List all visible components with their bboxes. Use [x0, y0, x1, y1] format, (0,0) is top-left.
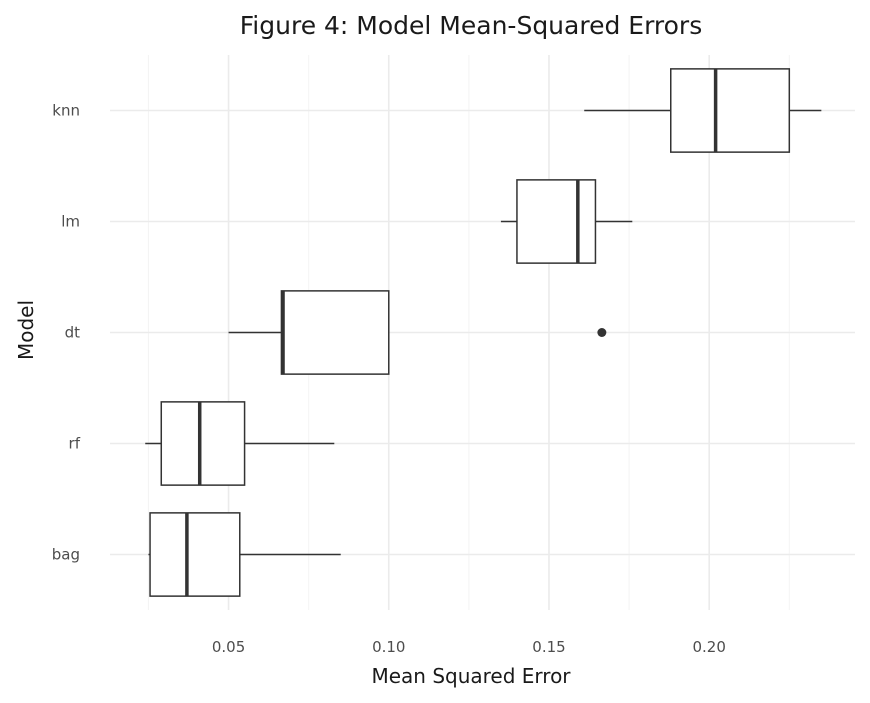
- box-iqr: [670, 68, 791, 153]
- box-knn: [584, 68, 822, 153]
- chart-title: Figure 4: Model Mean-Squared Errors: [240, 11, 703, 40]
- outlier-point: [597, 328, 607, 337]
- box-dt: [228, 290, 607, 375]
- axis-ticks: 0.05 0.10 0.15 0.20 knn lm dt rf bag: [52, 102, 726, 657]
- box-iqr: [149, 512, 241, 597]
- y-tick-label-bag: bag: [52, 546, 80, 564]
- boxes: [145, 68, 822, 597]
- box-rf: [145, 401, 335, 486]
- y-axis-title: Model: [14, 300, 38, 360]
- x-tick-label: 0.20: [693, 638, 726, 656]
- box-lm: [500, 179, 633, 264]
- y-tick-label-knn: knn: [52, 102, 80, 120]
- box-iqr: [280, 290, 390, 375]
- box-iqr: [516, 179, 597, 264]
- x-axis-title: Mean Squared Error: [371, 664, 571, 688]
- box-bag: [148, 512, 341, 597]
- x-tick-label: 0.15: [532, 638, 565, 656]
- y-tick-label-lm: lm: [61, 213, 80, 231]
- x-tick-label: 0.10: [372, 638, 405, 656]
- y-tick-label-dt: dt: [65, 324, 81, 342]
- box-iqr: [160, 401, 246, 486]
- y-tick-label-rf: rf: [69, 435, 81, 453]
- x-tick-label: 0.05: [212, 638, 245, 656]
